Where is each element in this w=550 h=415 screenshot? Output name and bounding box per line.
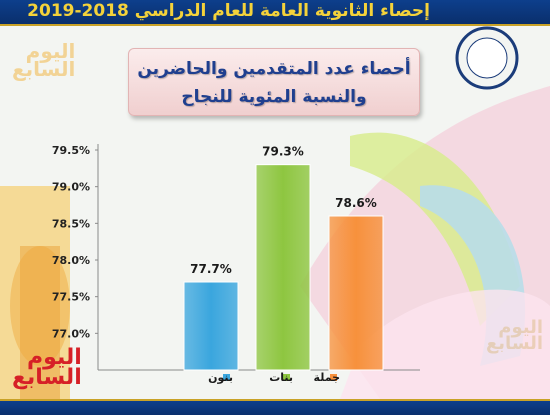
watermark-text-top-3: اليوم [498, 317, 544, 338]
watermark-text-bottom-3: السابع [486, 333, 544, 354]
watermark-text-top-2: اليوم [27, 345, 82, 370]
legend-label: بنات [269, 371, 293, 384]
background-art [0, 26, 550, 399]
y-tick-label: 78.5% [52, 217, 90, 230]
y-tick-label: 77.5% [52, 291, 90, 304]
y-tick-label: 77.0% [52, 327, 90, 340]
bar [255, 164, 311, 371]
legend-swatch [330, 374, 337, 381]
chart-title-box: أحصاء عدد المتقدمين والحاضرين والنسبة ال… [128, 48, 420, 116]
watermark-logo-faint: اليوم السابع [486, 317, 544, 354]
watermark-text-top: اليوم [25, 39, 76, 63]
bar [183, 281, 239, 371]
chart-title-line-2: والنسبة المئوية للنجاح [181, 87, 367, 107]
legend-swatch [223, 374, 230, 381]
data-label: 79.3% [262, 145, 304, 159]
footer-bar [0, 399, 550, 415]
header-bar: إحصاء الثانوية العامة للعام الدراسي 2018… [0, 0, 550, 26]
header-title: إحصاء الثانوية العامة للعام الدراسي 2018… [27, 1, 430, 21]
legend-swatch [283, 374, 290, 381]
chart-title-line-1: أحصاء عدد المتقدمين والحاضرين [137, 59, 411, 79]
y-tick-label: 78.0% [52, 254, 90, 267]
y-tick-label: 79.0% [52, 181, 90, 194]
watermark-logo-top: اليوم السابع [12, 39, 76, 81]
legend-label: جملة [314, 371, 340, 384]
watermark-logo-bottom: اليوم السابع [12, 345, 82, 390]
y-tick-label: 79.5% [52, 144, 90, 157]
legend-label: بنون [208, 371, 233, 384]
data-label: 78.6% [335, 196, 377, 210]
watermark-text-bottom-2: السابع [12, 365, 82, 390]
data-label: 77.7% [190, 262, 232, 276]
bar [328, 215, 384, 371]
watermark-text-bottom: السابع [12, 57, 76, 81]
